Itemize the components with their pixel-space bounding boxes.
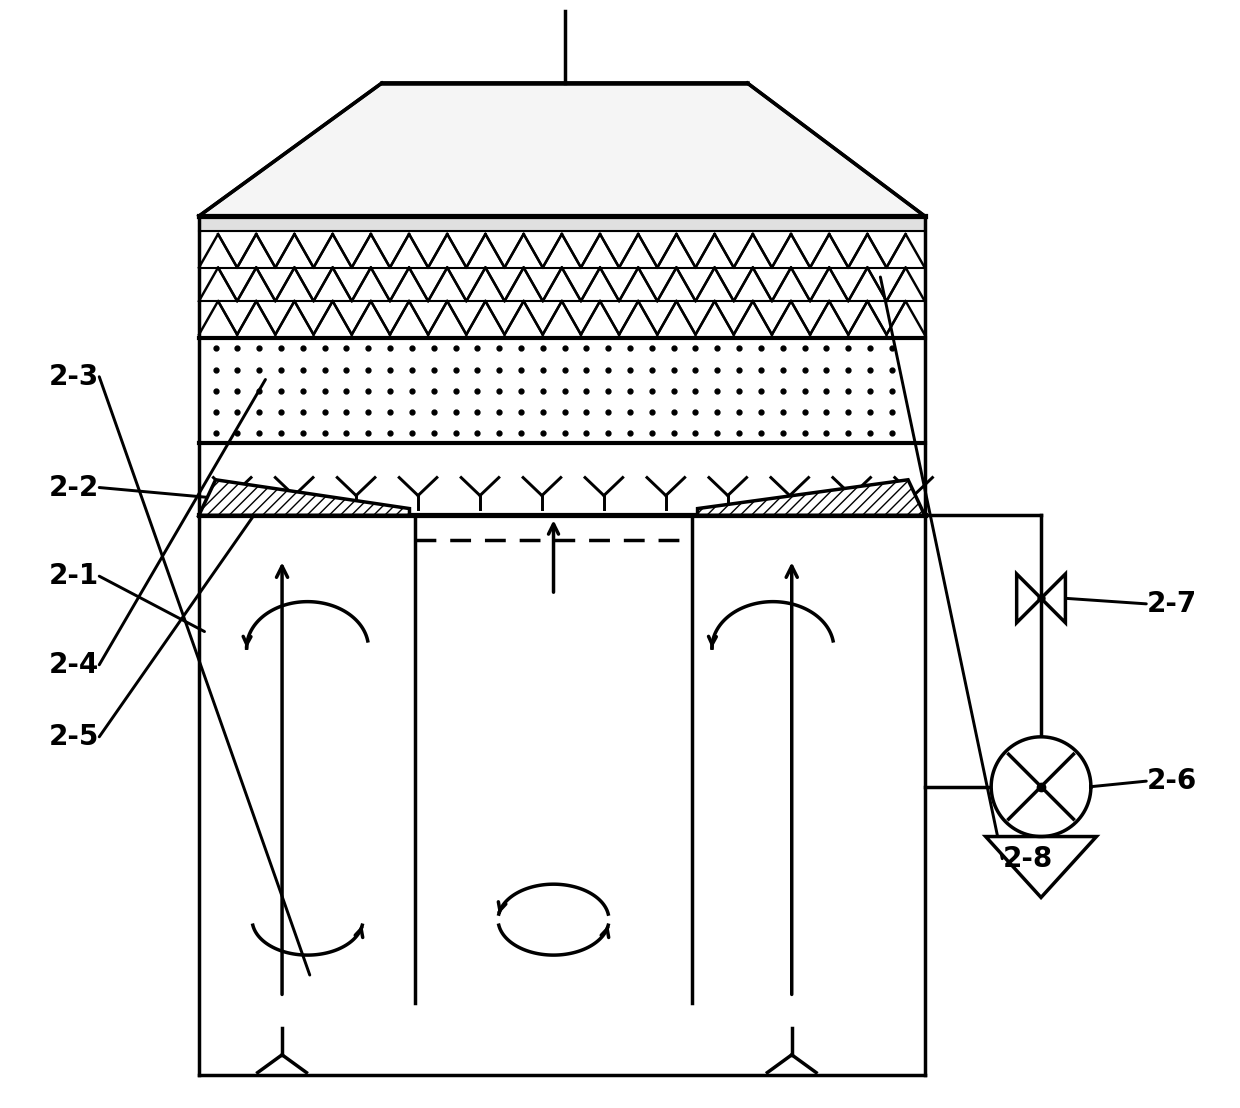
Text: 2-2: 2-2 (50, 473, 99, 502)
Text: 2-5: 2-5 (48, 722, 99, 751)
Polygon shape (198, 480, 409, 515)
Polygon shape (698, 480, 925, 515)
Text: 2-1: 2-1 (50, 562, 99, 591)
Polygon shape (991, 737, 1091, 837)
Text: 2-7: 2-7 (1146, 589, 1197, 618)
Polygon shape (986, 837, 1096, 897)
Text: 2-8: 2-8 (1002, 844, 1053, 873)
Text: 2-6: 2-6 (1146, 767, 1197, 796)
Polygon shape (1042, 574, 1065, 623)
Polygon shape (1017, 574, 1042, 623)
Text: 2-3: 2-3 (50, 362, 99, 391)
Polygon shape (198, 83, 925, 216)
Text: 2-4: 2-4 (50, 650, 99, 679)
Polygon shape (198, 216, 925, 230)
